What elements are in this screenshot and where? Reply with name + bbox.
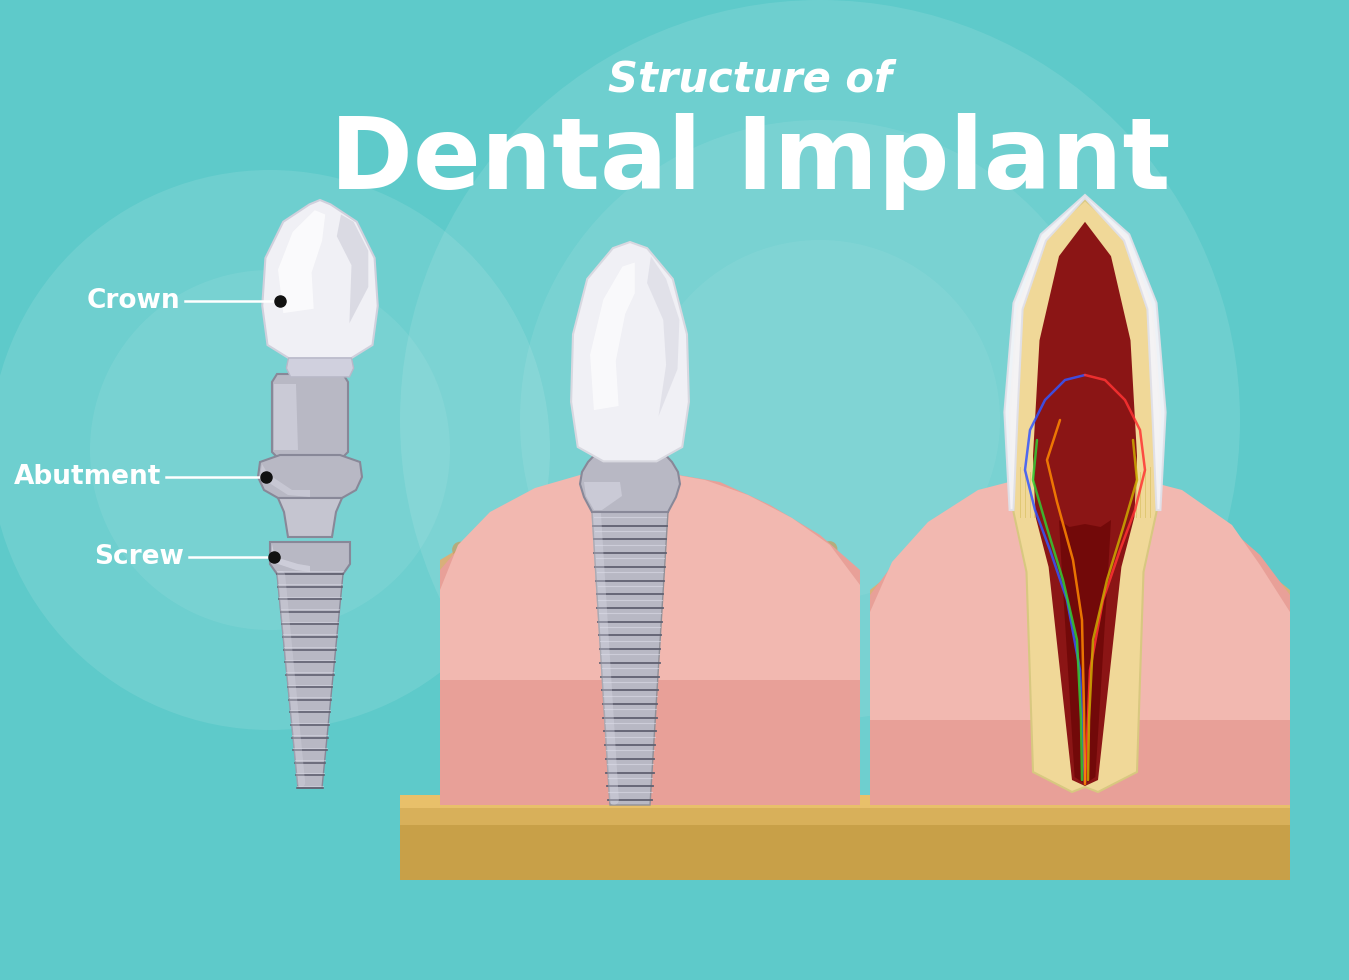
Circle shape xyxy=(518,562,532,574)
Circle shape xyxy=(840,595,849,604)
Circle shape xyxy=(464,656,478,668)
Circle shape xyxy=(621,762,633,774)
Circle shape xyxy=(778,741,786,749)
Circle shape xyxy=(488,735,499,747)
Circle shape xyxy=(1276,709,1283,714)
Circle shape xyxy=(955,672,969,685)
Circle shape xyxy=(542,542,553,553)
Circle shape xyxy=(1253,598,1265,610)
Circle shape xyxy=(962,665,974,677)
Circle shape xyxy=(598,721,614,737)
Polygon shape xyxy=(1009,200,1160,792)
Circle shape xyxy=(577,761,595,779)
Circle shape xyxy=(503,588,510,595)
Circle shape xyxy=(990,682,1000,691)
Circle shape xyxy=(1244,550,1255,560)
Circle shape xyxy=(1233,752,1246,764)
Circle shape xyxy=(533,634,540,642)
Polygon shape xyxy=(277,574,343,788)
Circle shape xyxy=(923,686,940,703)
Circle shape xyxy=(1179,561,1194,575)
Circle shape xyxy=(696,710,703,717)
Circle shape xyxy=(1170,641,1187,659)
Circle shape xyxy=(662,613,676,627)
Polygon shape xyxy=(260,464,310,497)
Polygon shape xyxy=(272,374,348,460)
Circle shape xyxy=(517,714,530,727)
Circle shape xyxy=(715,598,723,607)
Circle shape xyxy=(460,581,469,591)
Circle shape xyxy=(1059,599,1070,610)
Circle shape xyxy=(938,737,947,746)
Circle shape xyxy=(958,752,974,768)
Circle shape xyxy=(629,592,637,600)
Circle shape xyxy=(1240,632,1255,647)
Circle shape xyxy=(1121,780,1128,788)
Circle shape xyxy=(1056,615,1074,633)
Polygon shape xyxy=(592,512,668,805)
Circle shape xyxy=(751,548,769,564)
Circle shape xyxy=(955,768,967,781)
Circle shape xyxy=(711,795,719,803)
Circle shape xyxy=(685,756,693,763)
Text: Crown: Crown xyxy=(86,288,181,315)
Circle shape xyxy=(456,628,464,636)
Polygon shape xyxy=(274,384,298,450)
Circle shape xyxy=(1198,592,1207,601)
Circle shape xyxy=(401,0,1240,840)
Circle shape xyxy=(1058,707,1072,722)
Circle shape xyxy=(1213,660,1222,669)
Circle shape xyxy=(943,558,955,570)
Circle shape xyxy=(585,761,602,778)
Circle shape xyxy=(1187,741,1194,747)
Circle shape xyxy=(894,760,907,772)
Circle shape xyxy=(693,631,700,638)
Circle shape xyxy=(1188,730,1198,739)
Circle shape xyxy=(1112,714,1120,722)
Circle shape xyxy=(840,758,853,769)
Circle shape xyxy=(967,659,974,664)
Circle shape xyxy=(882,672,894,684)
Polygon shape xyxy=(278,498,343,537)
Circle shape xyxy=(1273,714,1286,726)
Circle shape xyxy=(467,568,480,581)
Circle shape xyxy=(799,628,815,644)
Circle shape xyxy=(701,748,715,761)
Circle shape xyxy=(572,658,587,672)
Circle shape xyxy=(996,651,1009,664)
Circle shape xyxy=(519,120,1120,720)
Circle shape xyxy=(565,767,579,782)
Circle shape xyxy=(1027,734,1036,743)
Circle shape xyxy=(590,600,595,606)
Circle shape xyxy=(738,596,745,603)
Circle shape xyxy=(913,696,927,709)
Circle shape xyxy=(600,553,608,561)
Circle shape xyxy=(459,639,473,654)
Circle shape xyxy=(724,786,742,804)
Circle shape xyxy=(445,581,460,595)
Circle shape xyxy=(645,644,657,656)
Circle shape xyxy=(992,727,1000,736)
Circle shape xyxy=(786,718,796,729)
Circle shape xyxy=(1021,566,1027,573)
Circle shape xyxy=(581,603,598,619)
Circle shape xyxy=(1009,767,1016,774)
Circle shape xyxy=(1018,683,1035,700)
Polygon shape xyxy=(571,242,689,462)
Circle shape xyxy=(1089,764,1105,780)
Polygon shape xyxy=(401,795,1290,825)
Circle shape xyxy=(1094,627,1106,640)
Text: Screw: Screw xyxy=(94,544,183,570)
Polygon shape xyxy=(870,470,1290,720)
Circle shape xyxy=(523,608,533,616)
Circle shape xyxy=(459,559,468,568)
Polygon shape xyxy=(258,455,362,498)
Circle shape xyxy=(948,769,955,776)
Circle shape xyxy=(985,556,1001,572)
Polygon shape xyxy=(584,482,622,510)
Circle shape xyxy=(507,551,522,566)
Circle shape xyxy=(90,270,451,630)
Circle shape xyxy=(897,608,909,619)
Circle shape xyxy=(0,170,550,730)
